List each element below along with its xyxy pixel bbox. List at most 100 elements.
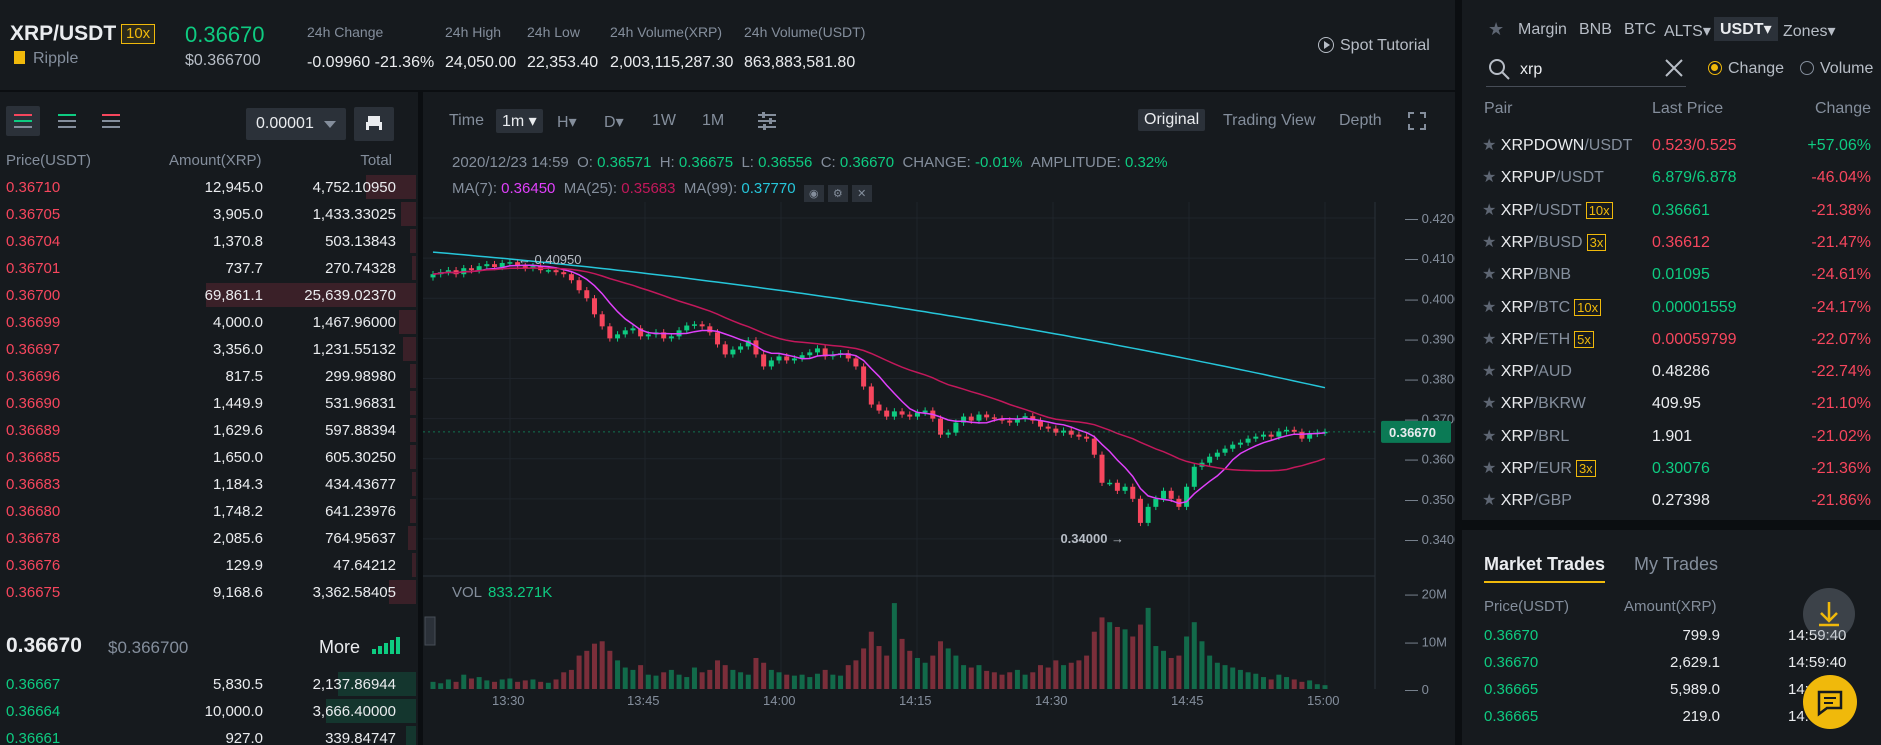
- candle[interactable]: [668, 336, 674, 339]
- tab-usdt[interactable]: USDT▾: [1714, 17, 1778, 41]
- favorite-star-icon[interactable]: ★: [1482, 201, 1501, 219]
- candle[interactable]: [868, 386, 874, 405]
- order-row[interactable]: 0.36685 1,650.0 605.30250: [0, 444, 418, 471]
- favorite-star-icon[interactable]: ★: [1482, 460, 1501, 477]
- tab-margin[interactable]: Margin: [1518, 21, 1567, 38]
- candle[interactable]: [1230, 444, 1236, 449]
- order-row[interactable]: 0.36676 129.9 47.64212: [0, 552, 418, 579]
- candle[interactable]: [1045, 426, 1051, 429]
- candle[interactable]: [891, 411, 897, 417]
- candle[interactable]: [1276, 431, 1282, 437]
- col-last-price[interactable]: Last Price: [1652, 100, 1724, 117]
- order-row[interactable]: 0.36699 4,000.0 1,467.96000: [0, 309, 418, 336]
- candle[interactable]: [684, 325, 690, 331]
- favorite-star-icon[interactable]: ★: [1482, 363, 1501, 381]
- candle[interactable]: [607, 326, 613, 339]
- favorite-star-icon[interactable]: ★: [1482, 169, 1501, 187]
- candle[interactable]: [576, 280, 582, 291]
- radio-volume[interactable]: Volume: [1800, 60, 1873, 78]
- interval-day[interactable]: D▾: [604, 114, 624, 131]
- candle[interactable]: [807, 352, 813, 356]
- candle[interactable]: [492, 264, 498, 267]
- order-row[interactable]: 0.36689 1,629.6 597.88394: [0, 417, 418, 444]
- candle[interactable]: [1245, 438, 1251, 443]
- candle[interactable]: [1214, 452, 1220, 457]
- candle[interactable]: [707, 326, 713, 333]
- candle[interactable]: [968, 416, 974, 421]
- candle[interactable]: [507, 262, 513, 264]
- candle[interactable]: [776, 356, 782, 361]
- candle[interactable]: [599, 314, 605, 327]
- settings-icon[interactable]: ⚙: [827, 185, 848, 203]
- candle[interactable]: [522, 266, 528, 269]
- tab-market-trades[interactable]: Market Trades: [1484, 554, 1606, 583]
- candle[interactable]: [738, 346, 744, 350]
- candle[interactable]: [1322, 431, 1328, 434]
- support-chat-button[interactable]: [1803, 675, 1857, 729]
- candle[interactable]: [1084, 436, 1090, 439]
- pair-row[interactable]: ★ XRPUP/USDT 6.879/6.878 -46.04%: [1462, 162, 1881, 194]
- candle[interactable]: [853, 358, 859, 367]
- candle[interactable]: [661, 332, 667, 339]
- order-row[interactable]: 0.36690 1,449.9 531.96831: [0, 390, 418, 417]
- interval-time[interactable]: Time: [449, 112, 484, 129]
- candle[interactable]: [1291, 429, 1297, 432]
- candle[interactable]: [1114, 482, 1120, 491]
- interval-1m[interactable]: 1m ▾: [496, 109, 543, 133]
- col-pair[interactable]: Pair: [1484, 100, 1513, 117]
- precision-select[interactable]: 0.00001: [246, 108, 346, 140]
- candle[interactable]: [1130, 486, 1136, 499]
- favorite-star-icon[interactable]: ★: [1482, 395, 1501, 413]
- candle[interactable]: [1091, 438, 1097, 455]
- view-trading-view[interactable]: Trading View: [1223, 112, 1316, 129]
- order-row[interactable]: 0.36697 3,356.0 1,231.55132: [0, 336, 418, 363]
- candle[interactable]: [1137, 498, 1143, 523]
- collapse-handle[interactable]: [424, 616, 436, 646]
- candle[interactable]: [476, 266, 482, 271]
- pair-row[interactable]: ★ XRP/USDT 10x 0.36661 -21.38%: [1462, 195, 1881, 227]
- order-row[interactable]: 0.36683 1,184.3 434.43677: [0, 471, 418, 498]
- pair-row[interactable]: ★ XRP/EUR 3x 0.30076 -21.36%: [1462, 453, 1881, 485]
- candle[interactable]: [1161, 490, 1167, 499]
- candle[interactable]: [1299, 431, 1305, 439]
- favorite-star-icon[interactable]: ★: [1482, 427, 1501, 445]
- candle[interactable]: [1107, 482, 1113, 485]
- order-row[interactable]: 0.36710 12,945.0 4,752.10950: [0, 174, 418, 201]
- candle[interactable]: [530, 266, 536, 269]
- candle[interactable]: [1076, 434, 1082, 437]
- candle[interactable]: [1268, 434, 1274, 437]
- candle[interactable]: [991, 417, 997, 419]
- favorite-star-icon[interactable]: ★: [1482, 492, 1501, 510]
- candle[interactable]: [953, 422, 959, 433]
- candle[interactable]: [745, 340, 751, 347]
- close-icon[interactable]: ✕: [851, 185, 872, 203]
- candle[interactable]: [768, 360, 774, 367]
- candle[interactable]: [799, 355, 805, 359]
- candle[interactable]: [938, 418, 944, 435]
- pair-row[interactable]: ★ XRP/BTC 10x 0.00001559 -24.17%: [1462, 292, 1881, 324]
- candle[interactable]: [984, 414, 990, 418]
- candle[interactable]: [761, 354, 767, 367]
- candle[interactable]: [976, 414, 982, 421]
- pair-row[interactable]: ★ XRP/BRL 1.901 -21.02%: [1462, 421, 1881, 453]
- candle[interactable]: [1068, 430, 1074, 435]
- order-book-both-button[interactable]: [6, 106, 40, 136]
- candle[interactable]: [1253, 436, 1259, 439]
- pair-row[interactable]: ★ XRP/AUD 0.48286 -22.74%: [1462, 356, 1881, 388]
- candle[interactable]: [553, 270, 559, 273]
- interval-1w[interactable]: 1W: [652, 112, 676, 129]
- spot-tutorial-link[interactable]: Spot Tutorial: [1318, 37, 1430, 55]
- candle[interactable]: [1260, 434, 1266, 437]
- candle[interactable]: [545, 270, 551, 272]
- tab-bnb[interactable]: BNB: [1579, 21, 1612, 38]
- search-input[interactable]: [1520, 59, 1660, 81]
- order-row[interactable]: 0.36700 69,861.1 25,639.02370: [0, 282, 418, 309]
- pair-row[interactable]: ★ XRPDOWN/USDT 0.523/0.525 +57.06%: [1462, 130, 1881, 162]
- candle[interactable]: [1022, 416, 1028, 419]
- pair-row[interactable]: ★ XRP/BUSD 3x 0.36612 -21.47%: [1462, 227, 1881, 259]
- candle[interactable]: [699, 324, 705, 327]
- candle[interactable]: [914, 412, 920, 417]
- candle[interactable]: [1014, 418, 1020, 423]
- candle[interactable]: [722, 344, 728, 355]
- candle[interactable]: [1099, 454, 1105, 483]
